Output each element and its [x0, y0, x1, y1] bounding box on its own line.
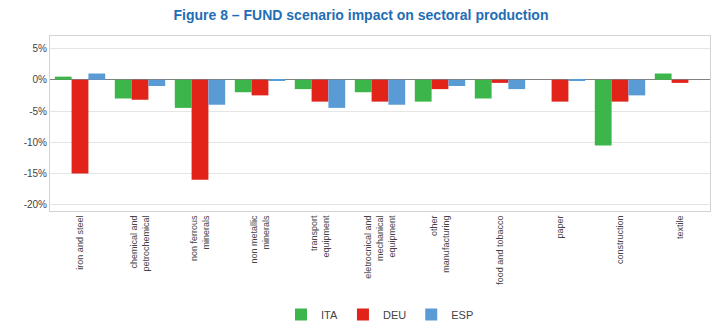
svg-text:food and tobacco: food and tobacco	[495, 216, 505, 285]
svg-text:eletrocnical andmechanicalequi: eletrocnical andmechanicalequipment	[363, 215, 396, 279]
svg-text:non ferrousminerals: non ferrousminerals	[189, 215, 211, 261]
svg-text:-5%: -5%	[29, 106, 47, 117]
svg-text:non metallicminerals: non metallicminerals	[249, 215, 271, 264]
svg-text:iron and steel: iron and steel	[75, 216, 85, 270]
svg-text:-15%: -15%	[24, 168, 47, 179]
svg-text:othermanufacturing: othermanufacturing	[429, 216, 451, 273]
svg-text:Figure 8 – FUND scenario impac: Figure 8 – FUND scenario impact on secto…	[174, 7, 549, 23]
svg-text:ESP: ESP	[451, 309, 473, 321]
svg-text:textile: textile	[675, 216, 685, 240]
svg-text:DEU: DEU	[383, 309, 406, 321]
svg-text:chemical andpetrochemical: chemical andpetrochemical	[129, 216, 151, 272]
svg-text:construction: construction	[615, 216, 625, 265]
svg-text:5%: 5%	[33, 43, 48, 54]
svg-text:0%: 0%	[33, 74, 48, 85]
svg-text:-20%: -20%	[24, 199, 47, 210]
svg-text:paper: paper	[555, 216, 565, 239]
svg-text:ITA: ITA	[321, 309, 338, 321]
svg-text:-10%: -10%	[24, 137, 47, 148]
svg-text:transportequipment: transportequipment	[309, 215, 331, 258]
